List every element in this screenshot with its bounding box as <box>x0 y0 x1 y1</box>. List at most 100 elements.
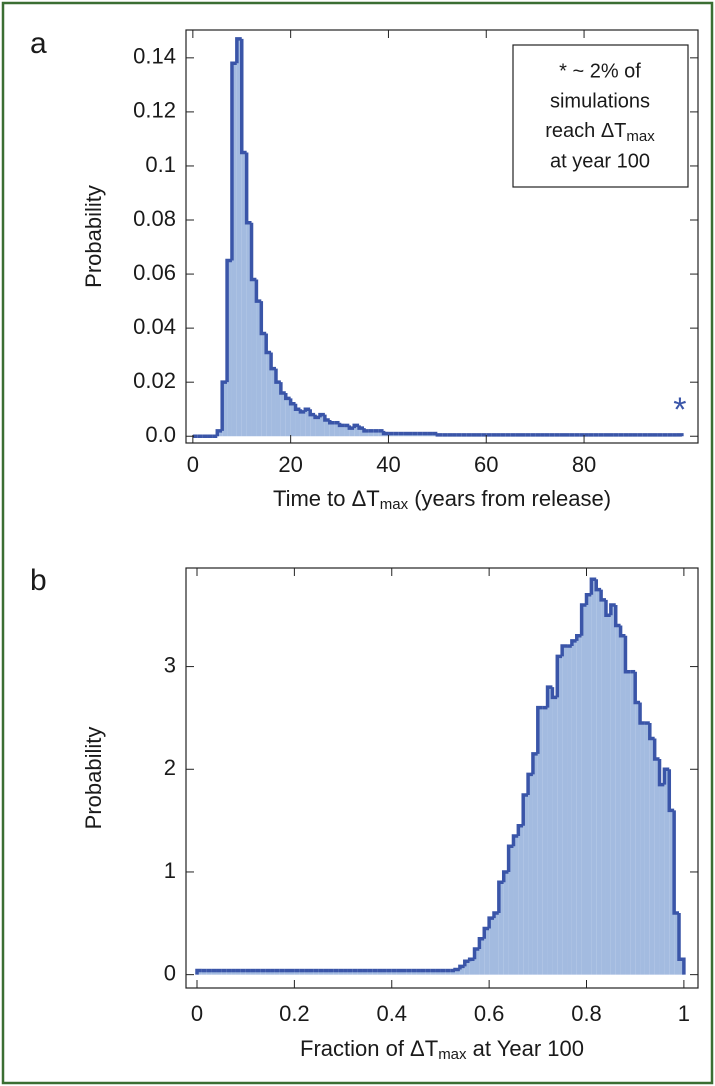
bar <box>250 970 256 975</box>
annotation-line: simulations <box>550 90 650 112</box>
bar <box>625 671 631 975</box>
bar-outline <box>195 968 202 975</box>
bar-outline <box>362 428 369 433</box>
text-part: at Year 100 <box>467 1036 584 1061</box>
bar <box>459 966 465 975</box>
x-tick-label: 0.4 <box>376 1001 407 1026</box>
bar <box>289 970 295 975</box>
bar <box>401 970 407 975</box>
bar-outline <box>435 433 443 437</box>
bar <box>586 594 592 975</box>
bar <box>445 970 451 975</box>
bar <box>300 411 306 437</box>
bar <box>344 425 350 437</box>
bar <box>567 646 572 975</box>
bar <box>266 352 272 437</box>
bar-outline <box>652 738 660 761</box>
x-tick-label: 40 <box>376 452 400 477</box>
bar <box>197 970 202 975</box>
bar-outline <box>662 767 670 785</box>
bar <box>528 774 533 975</box>
bar <box>231 970 236 975</box>
bar-outline <box>235 37 242 64</box>
bar <box>285 398 291 437</box>
bar <box>654 759 660 975</box>
bar <box>352 970 358 975</box>
bar-outline <box>613 604 621 628</box>
subscript: max <box>380 496 409 513</box>
bar <box>537 707 543 975</box>
bar <box>206 970 212 975</box>
bar <box>450 970 456 975</box>
bar <box>299 970 305 975</box>
bar <box>644 723 650 975</box>
bar-outline <box>357 425 365 430</box>
bar-outline <box>570 639 577 647</box>
bar <box>484 928 490 975</box>
bar <box>235 970 241 975</box>
y-tick-label: 0.02 <box>133 368 176 393</box>
subscript: max <box>438 1046 467 1063</box>
y-axis-label: Probability <box>81 185 106 288</box>
bar <box>615 625 621 975</box>
bar <box>425 970 431 975</box>
bar <box>557 656 563 975</box>
bar <box>669 810 675 975</box>
bar-outline <box>633 671 641 705</box>
bar-outline <box>516 824 524 837</box>
bar <box>469 959 475 975</box>
bar <box>464 961 470 975</box>
x-tick-label: 0 <box>187 452 199 477</box>
y-tick-label: 0.0 <box>145 422 176 447</box>
bar-outline <box>225 258 232 383</box>
bar <box>630 671 636 975</box>
bar <box>493 913 499 975</box>
bar <box>377 970 383 975</box>
bar <box>532 753 538 975</box>
bar <box>601 599 606 975</box>
bar-outline <box>506 844 514 872</box>
bar <box>305 409 311 437</box>
bar-outline <box>284 392 291 401</box>
bar <box>265 970 271 975</box>
bar <box>323 970 329 975</box>
x-tick-label: 0.8 <box>571 1001 602 1026</box>
bar <box>201 970 207 975</box>
annotation-marker: * <box>673 391 686 429</box>
y-tick-label: 0.1 <box>145 152 176 177</box>
bar <box>368 430 374 437</box>
bar <box>315 417 320 437</box>
bar-outline <box>492 911 499 919</box>
bar <box>261 333 267 437</box>
bar <box>364 430 369 437</box>
y-axis-label: Probability <box>81 727 106 830</box>
bar <box>372 970 378 975</box>
bar <box>308 970 314 975</box>
y-tick-label: 0 <box>164 960 176 985</box>
bar <box>518 825 524 975</box>
bar <box>328 970 334 975</box>
bar <box>635 702 641 975</box>
x-tick-label: 1 <box>678 1001 690 1026</box>
bar-outline <box>293 403 301 411</box>
bar <box>508 846 514 975</box>
bar-outline <box>511 834 519 847</box>
plot-frame <box>185 29 699 444</box>
bar <box>581 604 587 975</box>
bar <box>523 794 529 975</box>
bar <box>236 38 242 437</box>
bar-outline <box>501 870 509 883</box>
bar <box>571 640 577 975</box>
bar <box>241 152 247 437</box>
annotation-line: reach ΔTmax <box>545 120 655 145</box>
bar <box>349 428 355 437</box>
bar <box>440 970 446 975</box>
bar-outline <box>313 414 320 420</box>
bar <box>245 970 251 975</box>
bar <box>274 970 280 975</box>
bar-outline <box>328 420 335 425</box>
bar <box>411 970 417 975</box>
bar <box>290 403 296 437</box>
bar-outline <box>337 422 345 428</box>
x-tick-label: 0 <box>191 1001 203 1026</box>
